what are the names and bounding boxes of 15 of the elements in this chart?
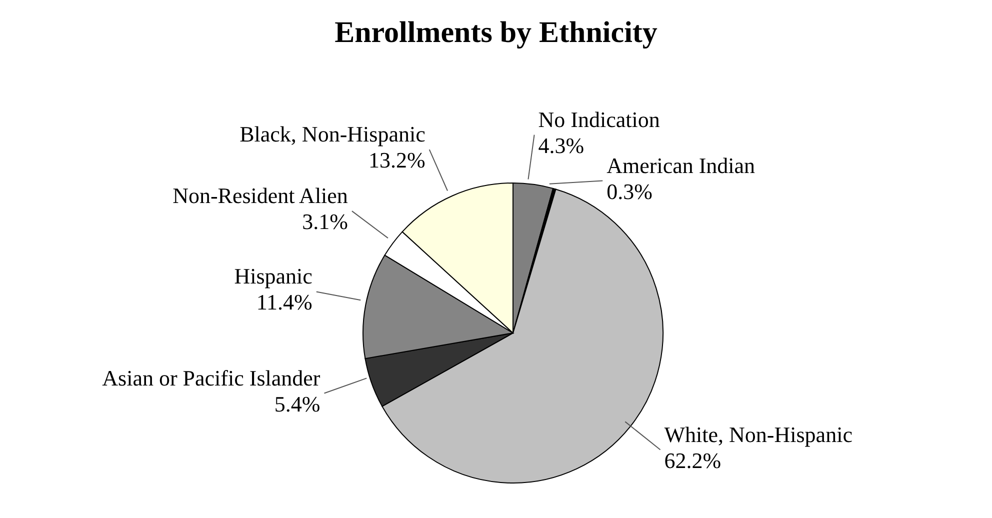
slice-label: Asian or Pacific Islander xyxy=(102,365,321,390)
slice-label: Black, Non-Hispanic xyxy=(240,122,426,147)
data-label: 4.3% xyxy=(538,132,584,158)
data-label: 3.1% xyxy=(302,209,348,234)
chart-title: Enrollments by Ethnicity xyxy=(334,16,658,50)
data-label: 0.3% xyxy=(606,178,652,204)
data-label: 62.2% xyxy=(664,448,722,473)
slice-label: Hispanic xyxy=(234,264,313,289)
slice-label: White, Non-Hispanic xyxy=(664,422,853,447)
data-label: 11.4% xyxy=(256,290,312,315)
slice-label: No Indication xyxy=(538,106,660,132)
slice-label: Non-Resident Alien xyxy=(172,183,348,208)
slice-label: American Indian xyxy=(606,152,756,178)
data-label: 13.2% xyxy=(368,148,426,173)
data-label: 5.4% xyxy=(274,391,320,416)
